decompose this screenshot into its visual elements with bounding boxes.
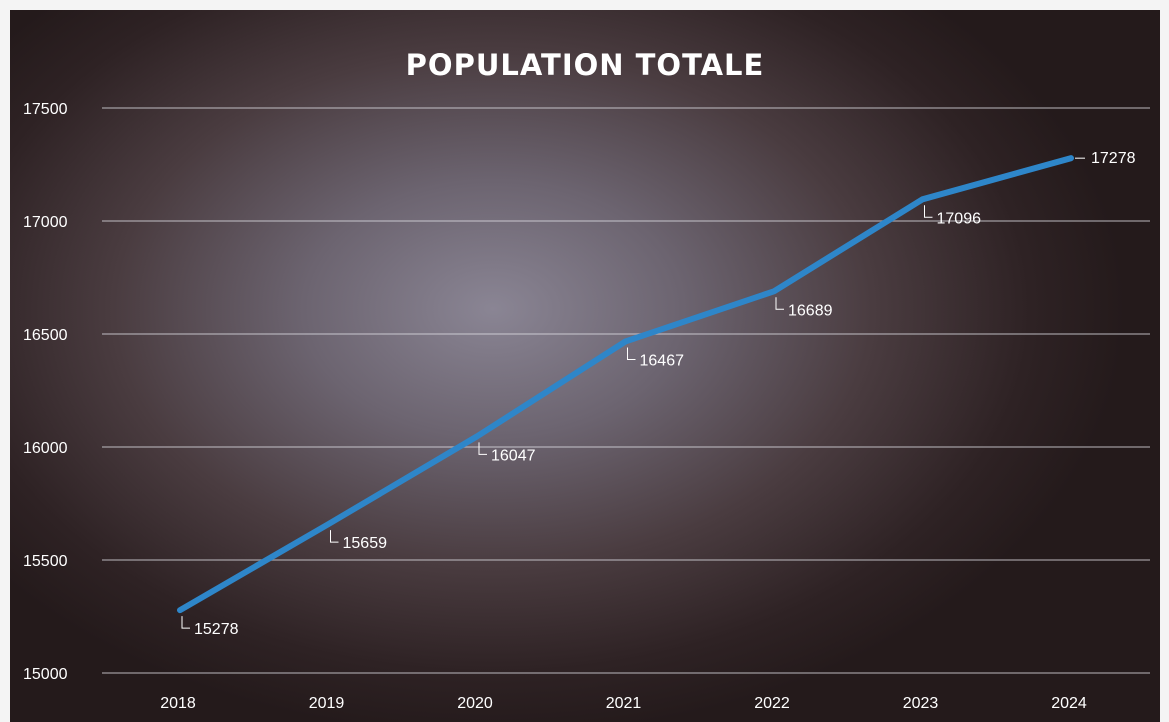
x-tick-label: 2019	[309, 695, 345, 712]
x-tick-label: 2018	[160, 695, 196, 712]
y-axis-ticks: 15000 15500 16000 16500 17000 17500	[23, 101, 68, 683]
data-label: 17096	[937, 210, 982, 227]
data-label: 16047	[491, 447, 536, 464]
data-label-leader	[330, 530, 339, 543]
y-tick-label: 17000	[23, 214, 68, 231]
data-label: 16689	[788, 302, 833, 319]
data-label: 15659	[343, 535, 388, 552]
data-label: 16467	[640, 352, 685, 369]
data-label-leader	[627, 347, 636, 360]
x-tick-label: 2020	[457, 695, 493, 712]
data-label-leader	[775, 297, 784, 310]
gridlines	[102, 107, 1150, 674]
data-label: 17278	[1091, 150, 1136, 167]
data-label-leader	[924, 205, 933, 218]
x-tick-label: 2024	[1051, 695, 1087, 712]
y-tick-label: 17500	[23, 101, 68, 118]
x-axis-ticks: 2018 2019 2020 2021 2022 2023 2024	[160, 695, 1087, 712]
x-tick-label: 2022	[754, 695, 790, 712]
data-label-leader	[478, 442, 487, 455]
data-label-leader	[181, 616, 190, 629]
y-tick-label: 15000	[23, 666, 68, 683]
series-line	[177, 155, 1074, 614]
y-tick-label: 16000	[23, 440, 68, 457]
chart-panel: POPULATION TOTALE 15000 15500 16000 16500 17…	[10, 10, 1160, 722]
data-labels: 15278 15659 16047 16467 16689 17096 17278	[181, 150, 1136, 638]
y-tick-label: 15500	[23, 553, 68, 570]
y-tick-label: 16500	[23, 327, 68, 344]
x-tick-label: 2023	[903, 695, 939, 712]
data-label: 15278	[194, 621, 239, 638]
x-tick-label: 2021	[606, 695, 642, 712]
series-line-group	[177, 155, 1074, 614]
chart-title: POPULATION TOTALE	[405, 48, 765, 82]
